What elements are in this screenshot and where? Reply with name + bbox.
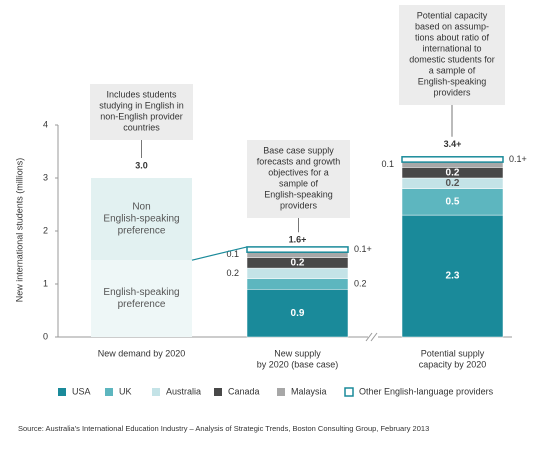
annotation-text: based on assump- — [415, 21, 489, 31]
value-label: 2.3 — [446, 271, 460, 282]
value-label: 0.1+ — [354, 244, 372, 254]
axis-break — [370, 332, 378, 342]
x-tick-label: Potential supply — [421, 348, 485, 358]
bar-segment — [246, 246, 349, 253]
axis-break — [365, 332, 373, 342]
annotation-text: English-speaking — [418, 76, 487, 86]
annotation-text: Includes students — [106, 89, 177, 99]
annotation-text: tions about ratio of — [415, 32, 490, 42]
y-axis-label: New international students (millions) — [14, 158, 24, 303]
legend-swatch — [277, 388, 285, 396]
total-label: 3.0 — [135, 160, 148, 170]
bar-segment — [246, 278, 349, 290]
bar-segment — [401, 161, 504, 168]
legend-label: Other English-language providers — [359, 386, 494, 396]
y-tick-label: 2 — [43, 225, 48, 235]
annotation-text: forecasts and growth — [257, 156, 341, 166]
value-label: 0.5 — [446, 196, 460, 207]
bar-segment — [246, 289, 349, 338]
value-label: 0.1 — [226, 249, 239, 259]
bar-segment — [246, 267, 349, 279]
segment-label: Non — [132, 202, 150, 213]
annotation-text: studying in English in — [99, 100, 184, 110]
annotation-text: Base case supply — [263, 145, 334, 155]
segment-label: English-speaking — [103, 287, 179, 298]
legend-swatch — [105, 388, 113, 396]
annotation-box — [247, 140, 350, 218]
legend-label: Malaysia — [291, 386, 327, 396]
legend-swatch — [214, 388, 222, 396]
connector — [191, 246, 248, 261]
x-tick-label: by 2020 (base case) — [257, 359, 339, 369]
total-label: 1.6+ — [289, 235, 307, 245]
legend-label: UK — [119, 386, 132, 396]
x-tick-label: New demand by 2020 — [98, 348, 186, 358]
legend-swatch — [58, 388, 66, 396]
y-tick-label: 4 — [43, 119, 48, 129]
demand-segment — [91, 260, 192, 337]
y-tick-label: 1 — [43, 278, 48, 288]
bar-segment — [401, 156, 504, 163]
annotation-text: domestic students for — [409, 54, 495, 64]
legend-label: Canada — [228, 386, 260, 396]
segment-label: preference — [118, 226, 166, 237]
annotation-text: objectives for a — [268, 167, 329, 177]
bar-segment — [401, 214, 504, 338]
value-label: 0.2 — [354, 278, 367, 288]
annotation-text: providers — [280, 200, 318, 210]
annotation-text: a sample of — [429, 65, 476, 75]
value-label: 0.1+ — [509, 154, 527, 164]
x-tick-label: capacity by 2020 — [419, 359, 487, 369]
y-tick-label: 3 — [43, 172, 48, 182]
annotation-text: countries — [123, 122, 160, 132]
legend-swatch — [344, 387, 354, 397]
annotation-box — [90, 84, 193, 140]
x-tick-label: New supply — [274, 348, 321, 358]
value-label: 0.2 — [226, 268, 239, 278]
value-label: 0.2 — [446, 178, 460, 189]
legend-label: Australia — [166, 386, 201, 396]
annotation-text: sample of — [279, 178, 319, 188]
annotation-text: providers — [433, 87, 471, 97]
segment-label: preference — [118, 299, 166, 310]
annotation-text: English-speaking — [264, 189, 333, 199]
annotation-box — [399, 5, 505, 105]
bar-segment — [246, 251, 349, 258]
source: Source: Australia's International Educat… — [18, 424, 429, 433]
total-label: 3.4+ — [444, 139, 462, 149]
value-label: 0.2 — [446, 167, 460, 178]
value-label: 0.2 — [291, 257, 305, 268]
segment-label: English-speaking — [103, 214, 179, 225]
annotation-text: international to — [422, 43, 481, 53]
legend-label: USA — [72, 386, 91, 396]
demand-segment — [91, 178, 192, 261]
annotation-text: Potential capacity — [417, 10, 488, 20]
annotation-text: non-English provider — [100, 111, 183, 121]
value-label: 0.9 — [291, 308, 305, 319]
value-label: 0.1 — [381, 159, 394, 169]
legend-swatch — [152, 388, 160, 396]
bar-segment — [401, 188, 504, 216]
y-tick-label: 0 — [43, 331, 48, 341]
